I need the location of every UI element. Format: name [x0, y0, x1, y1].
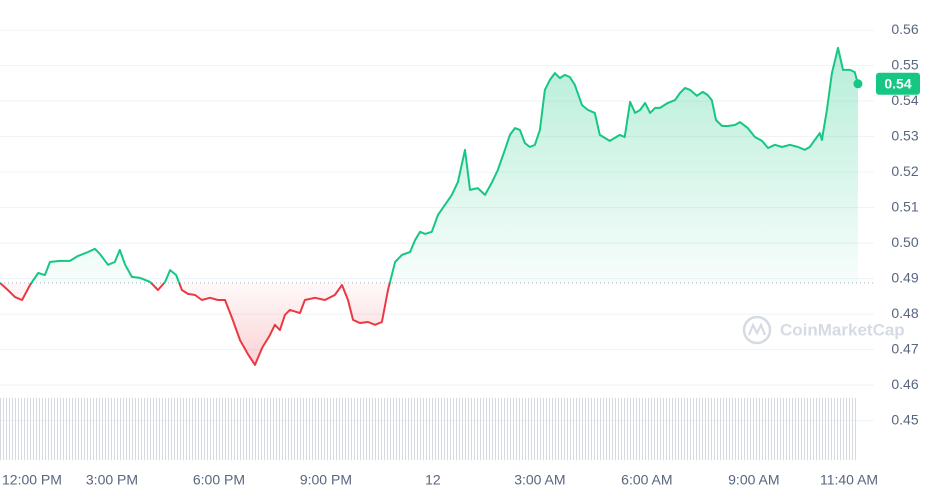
x-tick-label: 3:00 AM: [514, 472, 565, 488]
y-tick-label: 0.52: [891, 163, 918, 179]
y-tick-label: 0.54: [891, 92, 918, 108]
watermark-text: CoinMarketCap: [780, 320, 905, 339]
price-line: [0, 46, 859, 366]
price-badge-label: 0.54: [884, 75, 911, 91]
x-tick-label: 11:40 AM: [820, 472, 878, 488]
y-tick-label: 0.46: [891, 376, 918, 392]
y-tick-label: 0.53: [891, 127, 918, 143]
x-tick-label: 9:00 PM: [300, 472, 352, 488]
x-tick-label: 6:00 AM: [621, 472, 672, 488]
price-badge: [876, 72, 920, 95]
y-tick-label: 0.56: [891, 21, 918, 37]
y-tick-label: 0.49: [891, 269, 918, 285]
y-tick-label: 0.48: [891, 305, 918, 321]
plot: [0, 46, 874, 366]
last-point: [853, 79, 863, 89]
volume-band: [0, 398, 858, 460]
x-tick-label: 6:00 PM: [193, 472, 245, 488]
watermark: CoinMarketCap: [742, 315, 905, 345]
y-tick-label: 0.51: [891, 198, 918, 214]
x-tick-label: 12:00 PM: [2, 472, 62, 488]
price-area: [0, 47, 858, 365]
y-tick-label: 0.47: [891, 340, 918, 356]
x-tick-label: 9:00 AM: [728, 472, 779, 488]
y-tick-label: 0.50: [891, 234, 918, 250]
x-tick-label: 12: [425, 472, 441, 488]
y-tick-label: 0.55: [891, 56, 918, 72]
y-tick-label: 0.45: [891, 411, 918, 427]
x-tick-label: 3:00 PM: [86, 472, 138, 488]
